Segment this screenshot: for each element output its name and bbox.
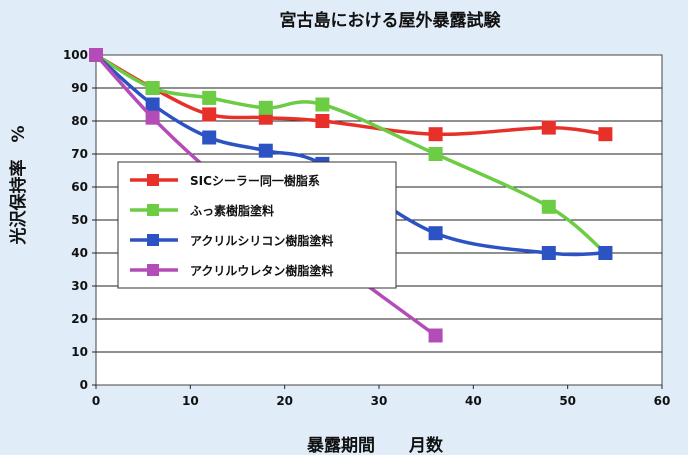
data-point-marker (258, 143, 273, 158)
x-tick-label: 40 (465, 394, 482, 408)
y-tick-label: 0 (80, 378, 88, 392)
y-tick-label: 60 (71, 180, 88, 194)
x-tick-label: 30 (371, 394, 388, 408)
data-point-marker (598, 127, 613, 142)
y-tick-label: 30 (71, 279, 88, 293)
legend-label: アクリルウレタン樹脂塗料 (190, 263, 333, 278)
data-point-marker (428, 127, 443, 142)
data-point-marker (541, 246, 556, 260)
data-point-marker (145, 97, 160, 112)
x-axis-label: 暴露期間 月数 (306, 435, 444, 455)
x-tick-label: 10 (182, 394, 199, 408)
data-point-marker (202, 90, 217, 105)
data-point-marker (145, 81, 160, 95)
data-point-marker (428, 226, 443, 241)
legend-label: SICシーラー同一樹脂系 (190, 173, 320, 188)
x-axis-ticks: 0 10 20 30 40 50 60 (92, 385, 671, 408)
data-point-marker (598, 246, 613, 260)
y-tick-label: 50 (71, 213, 88, 227)
x-tick-label: 0 (92, 394, 100, 408)
legend-label: ふっ素樹脂塗料 (190, 203, 274, 218)
data-point-marker (145, 110, 160, 125)
y-axis-label: 光沢保持率 % (8, 125, 29, 245)
y-axis-ticks: 0 10 20 30 40 50 60 70 80 90 100 (63, 48, 96, 392)
data-point-marker (258, 100, 273, 115)
y-tick-label: 10 (71, 345, 88, 359)
y-tick-label: 80 (71, 114, 88, 128)
x-tick-label: 50 (559, 394, 576, 408)
legend-marker (147, 174, 159, 186)
data-point-marker (202, 107, 217, 122)
data-point-marker (315, 97, 330, 112)
legend: SICシーラー同一樹脂系ふっ素樹脂塗料アクリルシリコン樹脂塗料アクリルウレタン樹… (117, 161, 397, 289)
y-tick-label: 40 (71, 246, 88, 260)
data-point-marker (541, 120, 556, 135)
y-tick-label: 90 (71, 81, 88, 95)
x-tick-label: 20 (276, 394, 293, 408)
data-point-marker (428, 147, 443, 161)
y-tick-label: 70 (71, 147, 88, 161)
data-point-marker (428, 328, 443, 343)
x-tick-label: 60 (654, 394, 671, 408)
y-tick-label: 20 (71, 312, 88, 326)
legend-box (117, 161, 397, 289)
data-point-marker (541, 199, 556, 214)
y-tick-label: 100 (63, 48, 88, 62)
chart-title: 宮古島における屋外暴露試験 (280, 10, 502, 31)
series-line (94, 53, 606, 257)
legend-marker (147, 204, 159, 216)
legend-marker (147, 234, 159, 246)
data-point-marker (89, 48, 103, 62)
data-point-marker (315, 114, 330, 128)
data-point-marker (202, 130, 217, 145)
legend-marker (147, 264, 159, 276)
legend-label: アクリルシリコン樹脂塗料 (190, 233, 333, 248)
